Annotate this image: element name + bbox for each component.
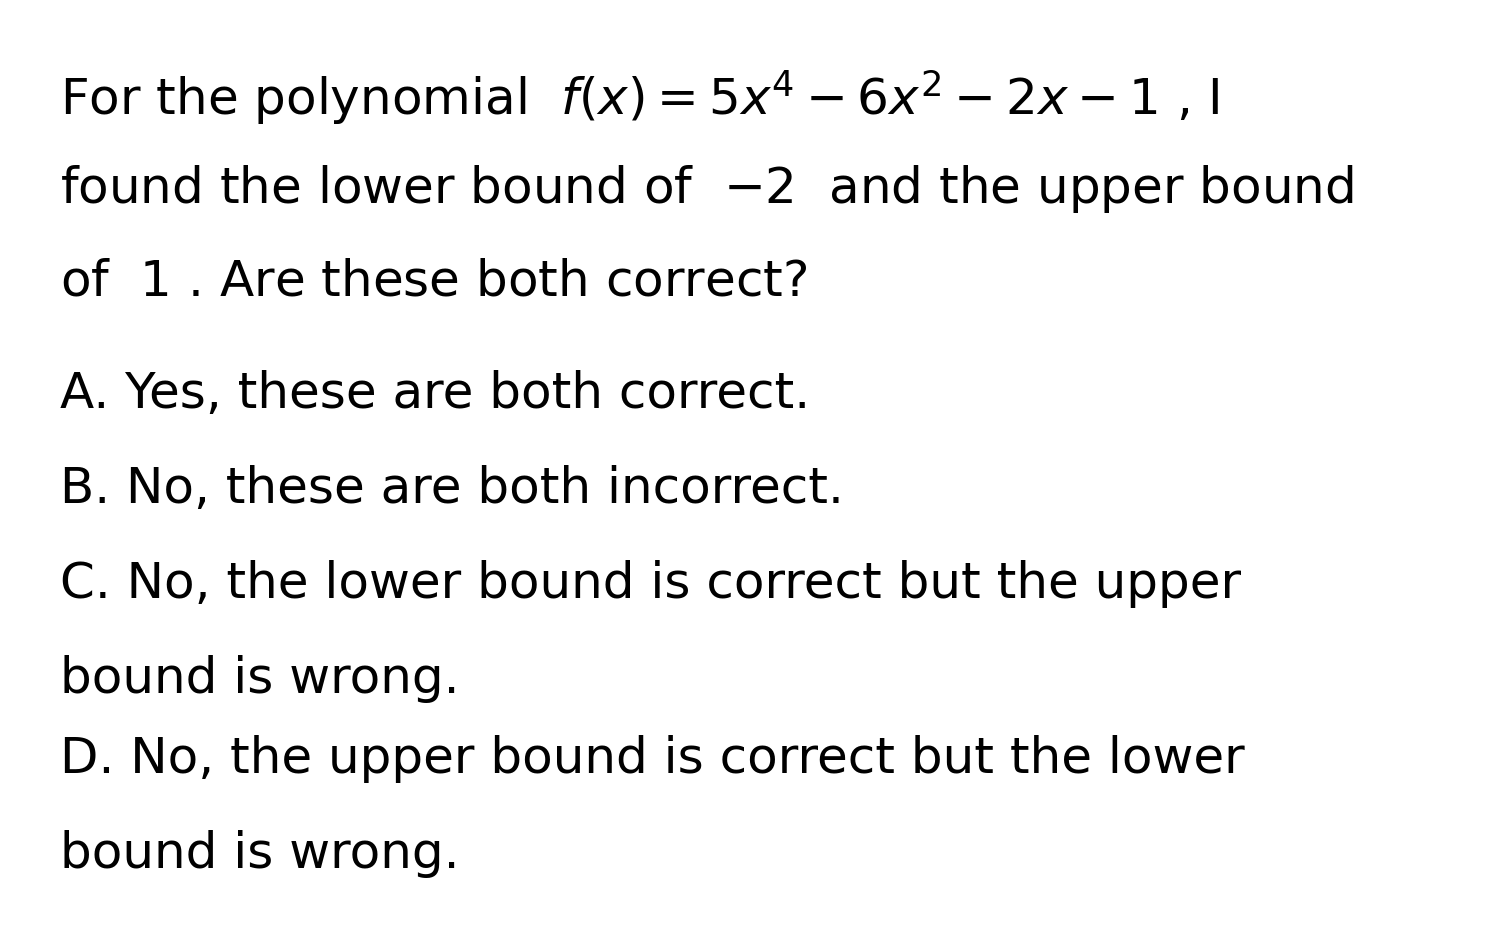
Text: bound is wrong.: bound is wrong. [60, 655, 459, 703]
Text: For the polynomial  $f(x) = 5x^4 - 6x^2 - 2x - 1$ , I: For the polynomial $f(x) = 5x^4 - 6x^2 -… [60, 68, 1219, 127]
Text: D. No, the upper bound is correct but the lower: D. No, the upper bound is correct but th… [60, 735, 1245, 783]
Text: C. No, the lower bound is correct but the upper: C. No, the lower bound is correct but th… [60, 560, 1240, 608]
Text: A. Yes, these are both correct.: A. Yes, these are both correct. [60, 370, 810, 418]
Text: of  $1$ . Are these both correct?: of $1$ . Are these both correct? [60, 258, 807, 306]
Text: found the lower bound of  $-2$  and the upper bound: found the lower bound of $-2$ and the up… [60, 163, 1354, 215]
Text: bound is wrong.: bound is wrong. [60, 830, 459, 878]
Text: B. No, these are both incorrect.: B. No, these are both incorrect. [60, 465, 844, 513]
